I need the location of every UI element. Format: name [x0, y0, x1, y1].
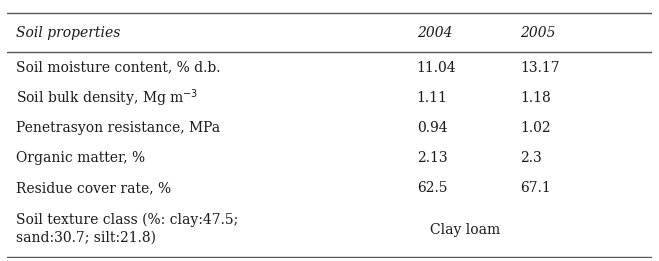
Text: 0.94: 0.94: [416, 121, 447, 135]
Text: 13.17: 13.17: [520, 61, 559, 75]
Text: 62.5: 62.5: [416, 181, 447, 195]
Text: 1.18: 1.18: [520, 91, 551, 105]
Text: Clay loam: Clay loam: [430, 223, 500, 237]
Text: 1.11: 1.11: [416, 91, 447, 105]
Text: 2.3: 2.3: [520, 151, 542, 165]
Text: Soil moisture content, % d.b.: Soil moisture content, % d.b.: [16, 61, 221, 75]
Text: 11.04: 11.04: [416, 61, 456, 75]
Text: Soil bulk density, Mg m$^{-3}$: Soil bulk density, Mg m$^{-3}$: [16, 87, 198, 109]
Text: 2004: 2004: [416, 26, 452, 40]
Text: Soil properties: Soil properties: [16, 26, 121, 40]
Text: 67.1: 67.1: [520, 181, 551, 195]
Text: 2.13: 2.13: [416, 151, 447, 165]
Text: 2005: 2005: [520, 26, 556, 40]
Text: Penetrasyon resistance, MPa: Penetrasyon resistance, MPa: [16, 121, 220, 135]
Text: 1.02: 1.02: [520, 121, 551, 135]
Text: Residue cover rate, %: Residue cover rate, %: [16, 181, 171, 195]
Text: Soil texture class (%: clay:47.5;
sand:30.7; silt:21.8): Soil texture class (%: clay:47.5; sand:3…: [16, 213, 239, 244]
Text: Organic matter, %: Organic matter, %: [16, 151, 146, 165]
